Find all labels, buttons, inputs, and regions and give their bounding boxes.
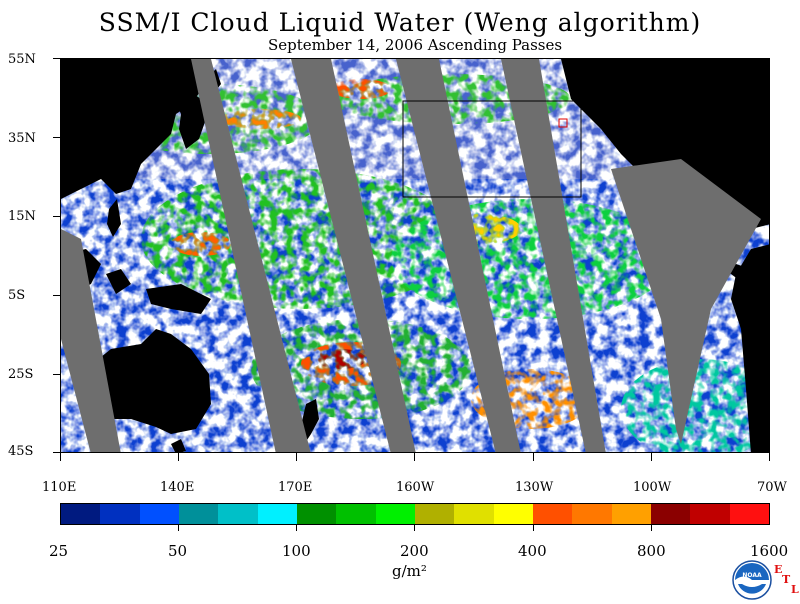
colorbar-swatch-0 (61, 504, 101, 524)
lon-tick (60, 453, 61, 461)
lon-tick (178, 453, 179, 461)
lon-label-170e: 170E (278, 480, 313, 495)
colorbar-swatch-7 (336, 504, 376, 524)
cloud-liquid-water-map (60, 58, 770, 453)
lon-tick (533, 453, 534, 461)
lat-tick (53, 374, 60, 375)
lat-label-45s: 45S (8, 444, 34, 459)
colorbar-swatch-1 (100, 504, 140, 524)
colorbar-swatch-11 (493, 504, 533, 524)
colorbar-tick (533, 525, 534, 531)
colorbar-label-100: 100 (282, 542, 311, 560)
colorbar-label-1600: 1600 (750, 542, 789, 560)
lat-label-55n: 55N (8, 52, 36, 67)
lon-tick (651, 453, 652, 461)
lon-label-140e: 140E (160, 480, 195, 495)
lon-tick (414, 453, 415, 461)
chart-subtitle: September 14, 2006 Ascending Passes (267, 36, 563, 54)
lat-tick (53, 216, 60, 217)
region-highlight-box (402, 100, 582, 198)
colorbar-swatch-4 (218, 504, 258, 524)
colorbar-swatch-10 (454, 504, 494, 524)
etl-letter-e: E (774, 563, 783, 576)
data-gap-swaths (61, 59, 761, 452)
colorbar-label-200: 200 (400, 542, 429, 560)
lat-label-35n: 35N (8, 131, 36, 146)
colorbar-label-50: 50 (168, 542, 188, 560)
colorbar-swatch-16 (690, 504, 730, 524)
colorbar-units: g/m² (392, 562, 427, 580)
chart-title: SSM/I Cloud Liquid Water (Weng algorithm… (98, 8, 702, 37)
lat-tick (53, 137, 60, 138)
colorbar-label-800: 800 (637, 542, 666, 560)
colorbar-swatch-6 (296, 504, 337, 524)
etl-letter-l: L (791, 583, 799, 596)
lat-label-25s: 25S (8, 367, 34, 382)
lat-tick (53, 58, 60, 59)
colorbar-swatch-15 (650, 504, 691, 524)
lat-tick (53, 295, 60, 296)
colorbar-label-400: 400 (518, 542, 547, 560)
site-marker (558, 118, 568, 128)
colorbar-swatch-3 (178, 504, 219, 524)
colorbar (60, 503, 770, 525)
etl-letter-t: T (782, 573, 791, 586)
lat-tick (53, 452, 60, 453)
lon-tick (296, 453, 297, 461)
lon-label-160w: 160W (396, 480, 435, 495)
lat-label-15n: 15N (8, 209, 36, 224)
colorbar-tick (178, 525, 179, 531)
lon-label-110e: 110E (42, 480, 77, 495)
noaa-logo: NOAA (732, 560, 772, 600)
lon-label-100w: 100W (633, 480, 672, 495)
lon-tick (769, 453, 770, 461)
colorbar-swatch-17 (729, 504, 769, 524)
colorbar-swatch-14 (611, 504, 651, 524)
noaa-logo-text: NOAA (742, 572, 762, 579)
colorbar-tick (414, 525, 415, 531)
colorbar-swatch-12 (532, 504, 573, 524)
colorbar-swatch-5 (257, 504, 297, 524)
colorbar-tick (651, 525, 652, 531)
colorbar-label-25: 25 (49, 542, 69, 560)
colorbar-swatch-9 (414, 504, 455, 524)
colorbar-swatch-13 (572, 504, 612, 524)
colorbar-tick (296, 525, 297, 531)
colorbar-swatch-2 (139, 504, 179, 524)
colorbar-swatch-8 (375, 504, 415, 524)
lon-label-70w: 70W (757, 480, 787, 495)
lon-label-130w: 130W (515, 480, 554, 495)
lat-label-5s: 5S (8, 288, 26, 303)
